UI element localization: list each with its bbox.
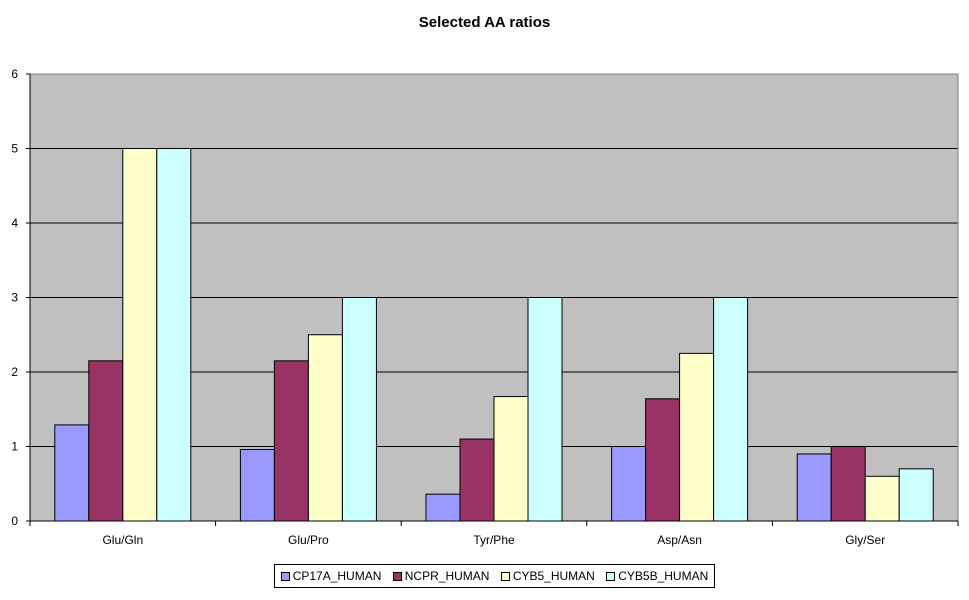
- bar: [425, 493, 461, 522]
- y-tick-label: 2: [11, 365, 18, 379]
- bar: [341, 297, 377, 522]
- bar: [796, 453, 832, 522]
- bar: [864, 475, 900, 522]
- legend-label-cyb5: CYB5_HUMAN: [512, 569, 595, 583]
- bar: [611, 446, 647, 522]
- legend-swatch-cyb5: [500, 571, 510, 581]
- bar: [156, 148, 192, 522]
- bar: [527, 297, 563, 522]
- bar: [645, 398, 681, 522]
- legend-swatch-cp17a: [280, 571, 290, 581]
- bar: [54, 424, 90, 522]
- legend-swatch-cyb5b: [606, 571, 616, 581]
- legend-item: CYB5_HUMAN: [500, 569, 595, 583]
- bar: [239, 448, 275, 522]
- legend-label-cyb5b: CYB5B_HUMAN: [618, 569, 709, 583]
- bar: [830, 446, 866, 522]
- legend-swatch-ncpr: [392, 571, 402, 581]
- chart-title: Selected AA ratios: [418, 14, 551, 31]
- legend-label-cp17a: CP17A_HUMAN: [292, 569, 382, 583]
- legend: CP17A_HUMAN NCPR_HUMAN CYB5_HUMAN CYB5B_…: [274, 564, 715, 588]
- x-tick-label: Glu/Gln: [102, 533, 143, 547]
- x-tick-label: Glu/Pro: [288, 533, 329, 547]
- legend-item: CYB5B_HUMAN: [606, 569, 708, 583]
- bar: [493, 396, 529, 522]
- x-tick-label: Tyr/Phe: [473, 533, 515, 547]
- y-tick-label: 1: [11, 440, 18, 454]
- bar: [122, 148, 158, 522]
- bar: [679, 352, 715, 522]
- legend-label-ncpr: NCPR_HUMAN: [404, 569, 490, 583]
- y-tick-label: 3: [11, 291, 18, 305]
- bar: [898, 468, 934, 522]
- bar: [88, 360, 124, 522]
- bar: [713, 297, 749, 522]
- y-tick-label: 5: [11, 142, 18, 156]
- legend-item: CP17A_HUMAN: [280, 569, 382, 583]
- legend-item: NCPR_HUMAN: [392, 569, 490, 583]
- bar: [307, 334, 343, 522]
- y-tick-label: 4: [11, 216, 18, 230]
- bar: [459, 438, 495, 522]
- y-tick-label: 6: [11, 67, 18, 81]
- y-tick-label: 0: [11, 514, 18, 528]
- x-tick-label: Asp/Asn: [657, 533, 702, 547]
- x-tick-label: Gly/Ser: [845, 533, 885, 547]
- bar: [273, 360, 309, 522]
